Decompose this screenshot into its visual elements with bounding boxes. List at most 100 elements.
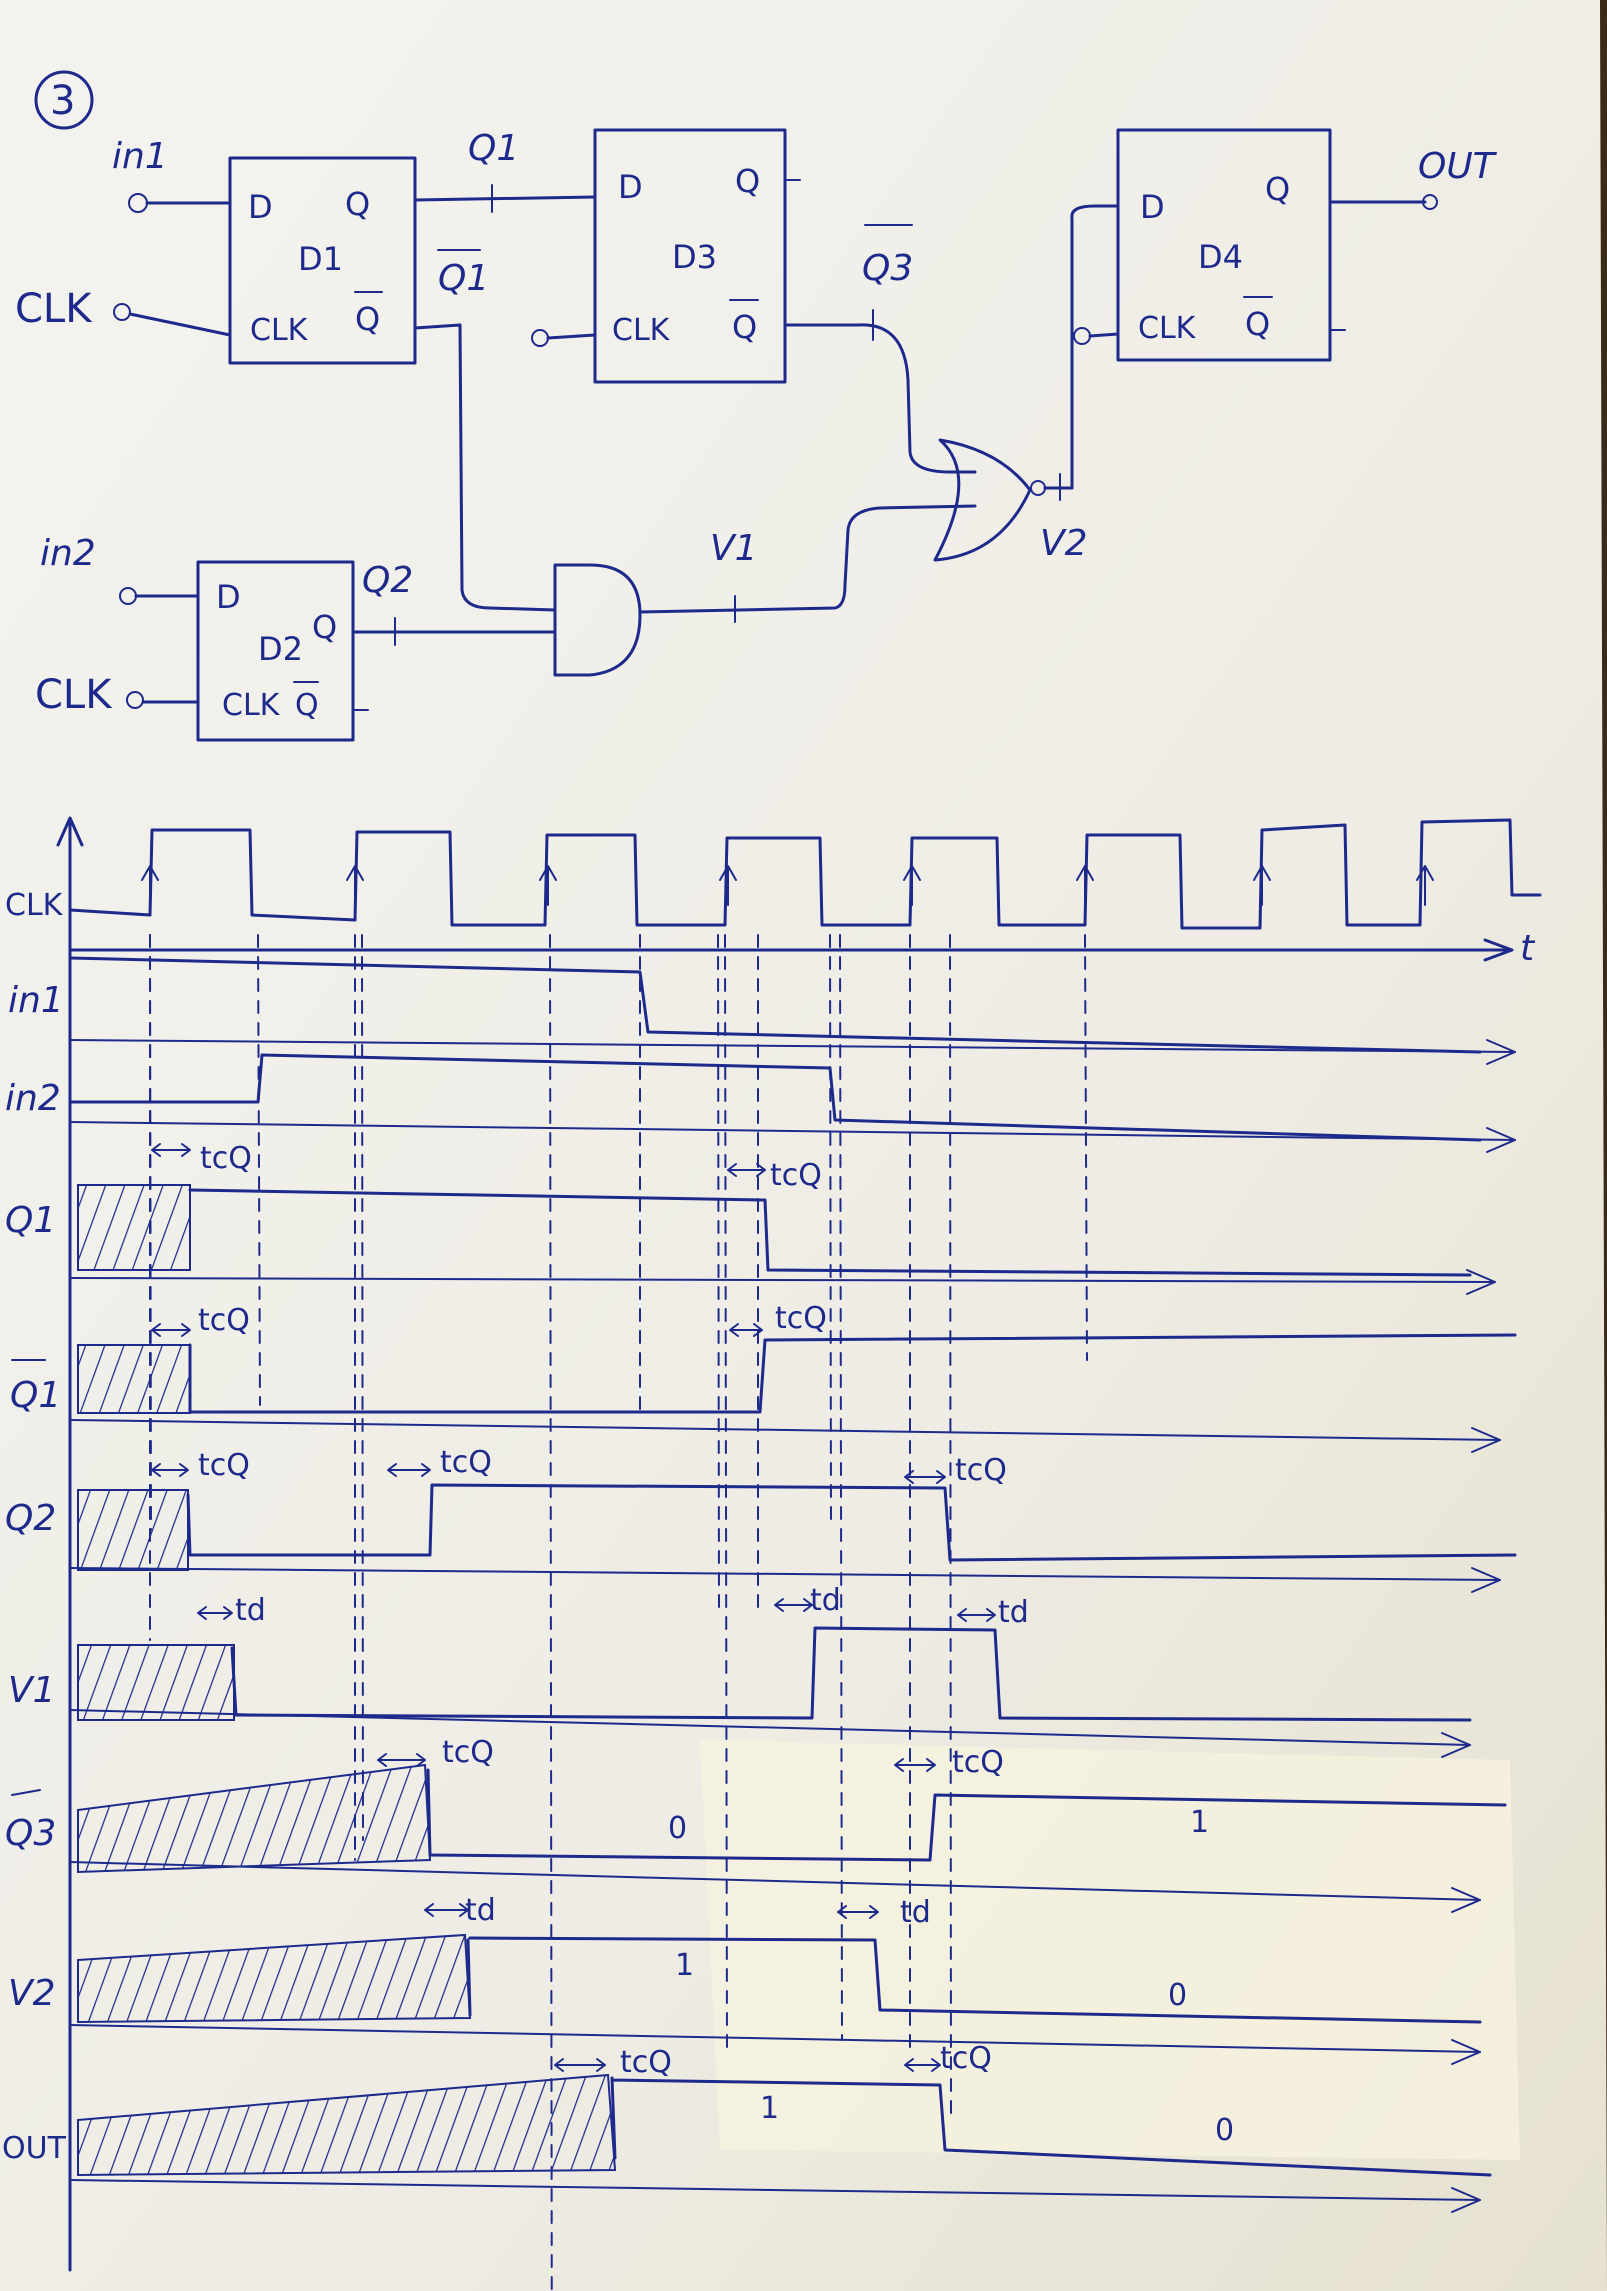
tcq-q1-second: tcQ: [770, 1158, 822, 1193]
q1bar-to-and-wire: [458, 323, 557, 612]
clk-a-wire: [128, 312, 232, 337]
out-value-low: 0: [1215, 2113, 1234, 2148]
clk-rising-edge-3: [719, 865, 737, 906]
delay-arrow-11: [894, 1758, 936, 1772]
d3-name: D3: [672, 238, 717, 276]
clock-edge-guide-10: [829, 934, 832, 1521]
d4-name: D4: [1198, 238, 1243, 276]
delay-arrow-5: [387, 1463, 431, 1477]
problem-number: 3: [50, 78, 75, 124]
d2-qbar-pin: Q: [295, 688, 319, 723]
clock-edge-guide-4: [361, 934, 364, 1841]
rail-arrow-5: [1441, 1732, 1471, 1758]
time-axis-label: t: [1520, 928, 1536, 969]
d1-name: D1: [298, 240, 343, 278]
clk-rising-edge-1: [346, 865, 364, 906]
q3bar-label-overline: [11, 1789, 41, 1796]
v2-label: V2: [1040, 523, 1088, 564]
clk-b-label: CLK: [35, 672, 113, 718]
clock-edge-guide-8: [724, 934, 728, 2051]
clk-rising-edge-5: [1076, 865, 1094, 906]
d2-q-pin: Q: [312, 608, 337, 646]
tcq-q2-second: tcQ: [440, 1445, 492, 1480]
td-v2-second: td: [900, 1895, 931, 1930]
circuit-schematic: 3 D Q D1 CLK Q in1 CLK D Q D3 CLK Q Q1 Q: [15, 70, 1498, 742]
q3bar-wave: [426, 1768, 1507, 1862]
delay-arrow-4: [151, 1463, 189, 1477]
clock-edge-guide-7: [717, 934, 720, 1611]
flipflop-d4: [1116, 128, 1332, 362]
rail-4: [69, 1567, 1501, 1581]
rail-3: [69, 1419, 1501, 1441]
d1-d-pin: D: [248, 188, 273, 226]
q2-hatch: [77, 1489, 189, 1571]
d4-qbar-pin: Q: [1245, 305, 1270, 343]
signal-label-q1: Q1: [5, 1200, 56, 1241]
q3bar-to-nor-wire: [783, 323, 977, 474]
delay-arrow-0: [151, 1143, 191, 1157]
q1-wave: [188, 1188, 1472, 1277]
delay-arrow-14: [554, 2058, 606, 2072]
rail-8: [69, 2179, 1481, 2201]
clk-rising-edge-7: [1416, 865, 1434, 906]
flipflop-d3: [593, 128, 787, 384]
d1-clk-pin: CLK: [250, 313, 309, 348]
flipflop-d2: [196, 560, 355, 742]
in1-label: in1: [112, 136, 168, 177]
rail-7: [69, 2024, 1481, 2053]
v1-label: V1: [710, 528, 758, 569]
d2-clk-pin: CLK: [222, 688, 281, 723]
rail-arrow-6: [1451, 1887, 1481, 1913]
out-hatch: [77, 2073, 617, 2177]
signal-label-v2: V2: [8, 1973, 56, 2014]
out-value-high: 1: [760, 2091, 779, 2126]
clk-a-terminal: [113, 303, 131, 321]
delay-arrow-10: [377, 1753, 426, 1767]
out-label: OUT: [1418, 146, 1498, 187]
clk-rising-edge-6: [1253, 865, 1271, 906]
q1bar-label: Q1: [438, 258, 489, 299]
in2-wave: [68, 1053, 1482, 1142]
d2-name: D2: [258, 630, 303, 668]
clk-rising-edge-2: [539, 865, 557, 906]
delay-annotations: [151, 1143, 996, 2072]
tcq-q1bar-first: tcQ: [198, 1303, 250, 1338]
d3-clk-wire: [546, 333, 597, 340]
clock-edge-guide-13: [949, 934, 952, 2121]
clock-edge-guide-11: [839, 934, 843, 2041]
q3bar-value-high: 1: [1190, 1805, 1209, 1840]
clk-rising-edge-4: [903, 865, 921, 906]
vertical-axis-arrow: [56, 816, 84, 847]
q1-hatch: [77, 1184, 191, 1271]
clock-edge-guide-14: [1084, 934, 1088, 1361]
tcq-q1bar-second: tcQ: [775, 1301, 827, 1336]
delay-arrow-12: [424, 1903, 469, 1917]
clock-edge-guide-2: [257, 934, 261, 1406]
d2-d-pin: D: [216, 578, 241, 616]
q1bar-stub: [413, 323, 462, 330]
delay-arrow-1: [727, 1163, 766, 1177]
q2-label: Q2: [362, 560, 413, 601]
signal-label-q2: Q2: [5, 1498, 56, 1539]
v1-hatch: [77, 1644, 235, 1721]
q1bar-wave: [188, 1333, 1517, 1414]
and-gate: [553, 563, 642, 677]
q1-wire: [413, 195, 597, 202]
v2-wave: [466, 1936, 1482, 2024]
q3bar-hatch: [77, 1763, 432, 1874]
q3bar-value-low: 0: [668, 1811, 687, 1846]
tcq-q2-first: tcQ: [198, 1448, 250, 1483]
d4-clk-pin: CLK: [1138, 311, 1197, 346]
d3-clk-pin: CLK: [612, 313, 671, 348]
delay-arrow-15: [904, 2058, 941, 2072]
signal-label-in1: in1: [8, 980, 64, 1021]
timing-diagram: t CLK in1 in2 Q1 Q1 Q2 V1 Q3 V2 OUT tcQ …: [2, 816, 1542, 2291]
delay-arrow-2: [151, 1323, 191, 1337]
clock-edge-guides: [149, 934, 1088, 2291]
rail-arrow-3: [1471, 1427, 1501, 1453]
clk-a-label: CLK: [15, 286, 93, 332]
tcq-q3bar-first: tcQ: [442, 1735, 494, 1770]
clock-edge-guide-5: [549, 934, 553, 2291]
tcq-q1-first: tcQ: [200, 1141, 252, 1176]
clock-edge-guide-1: [149, 934, 152, 1531]
